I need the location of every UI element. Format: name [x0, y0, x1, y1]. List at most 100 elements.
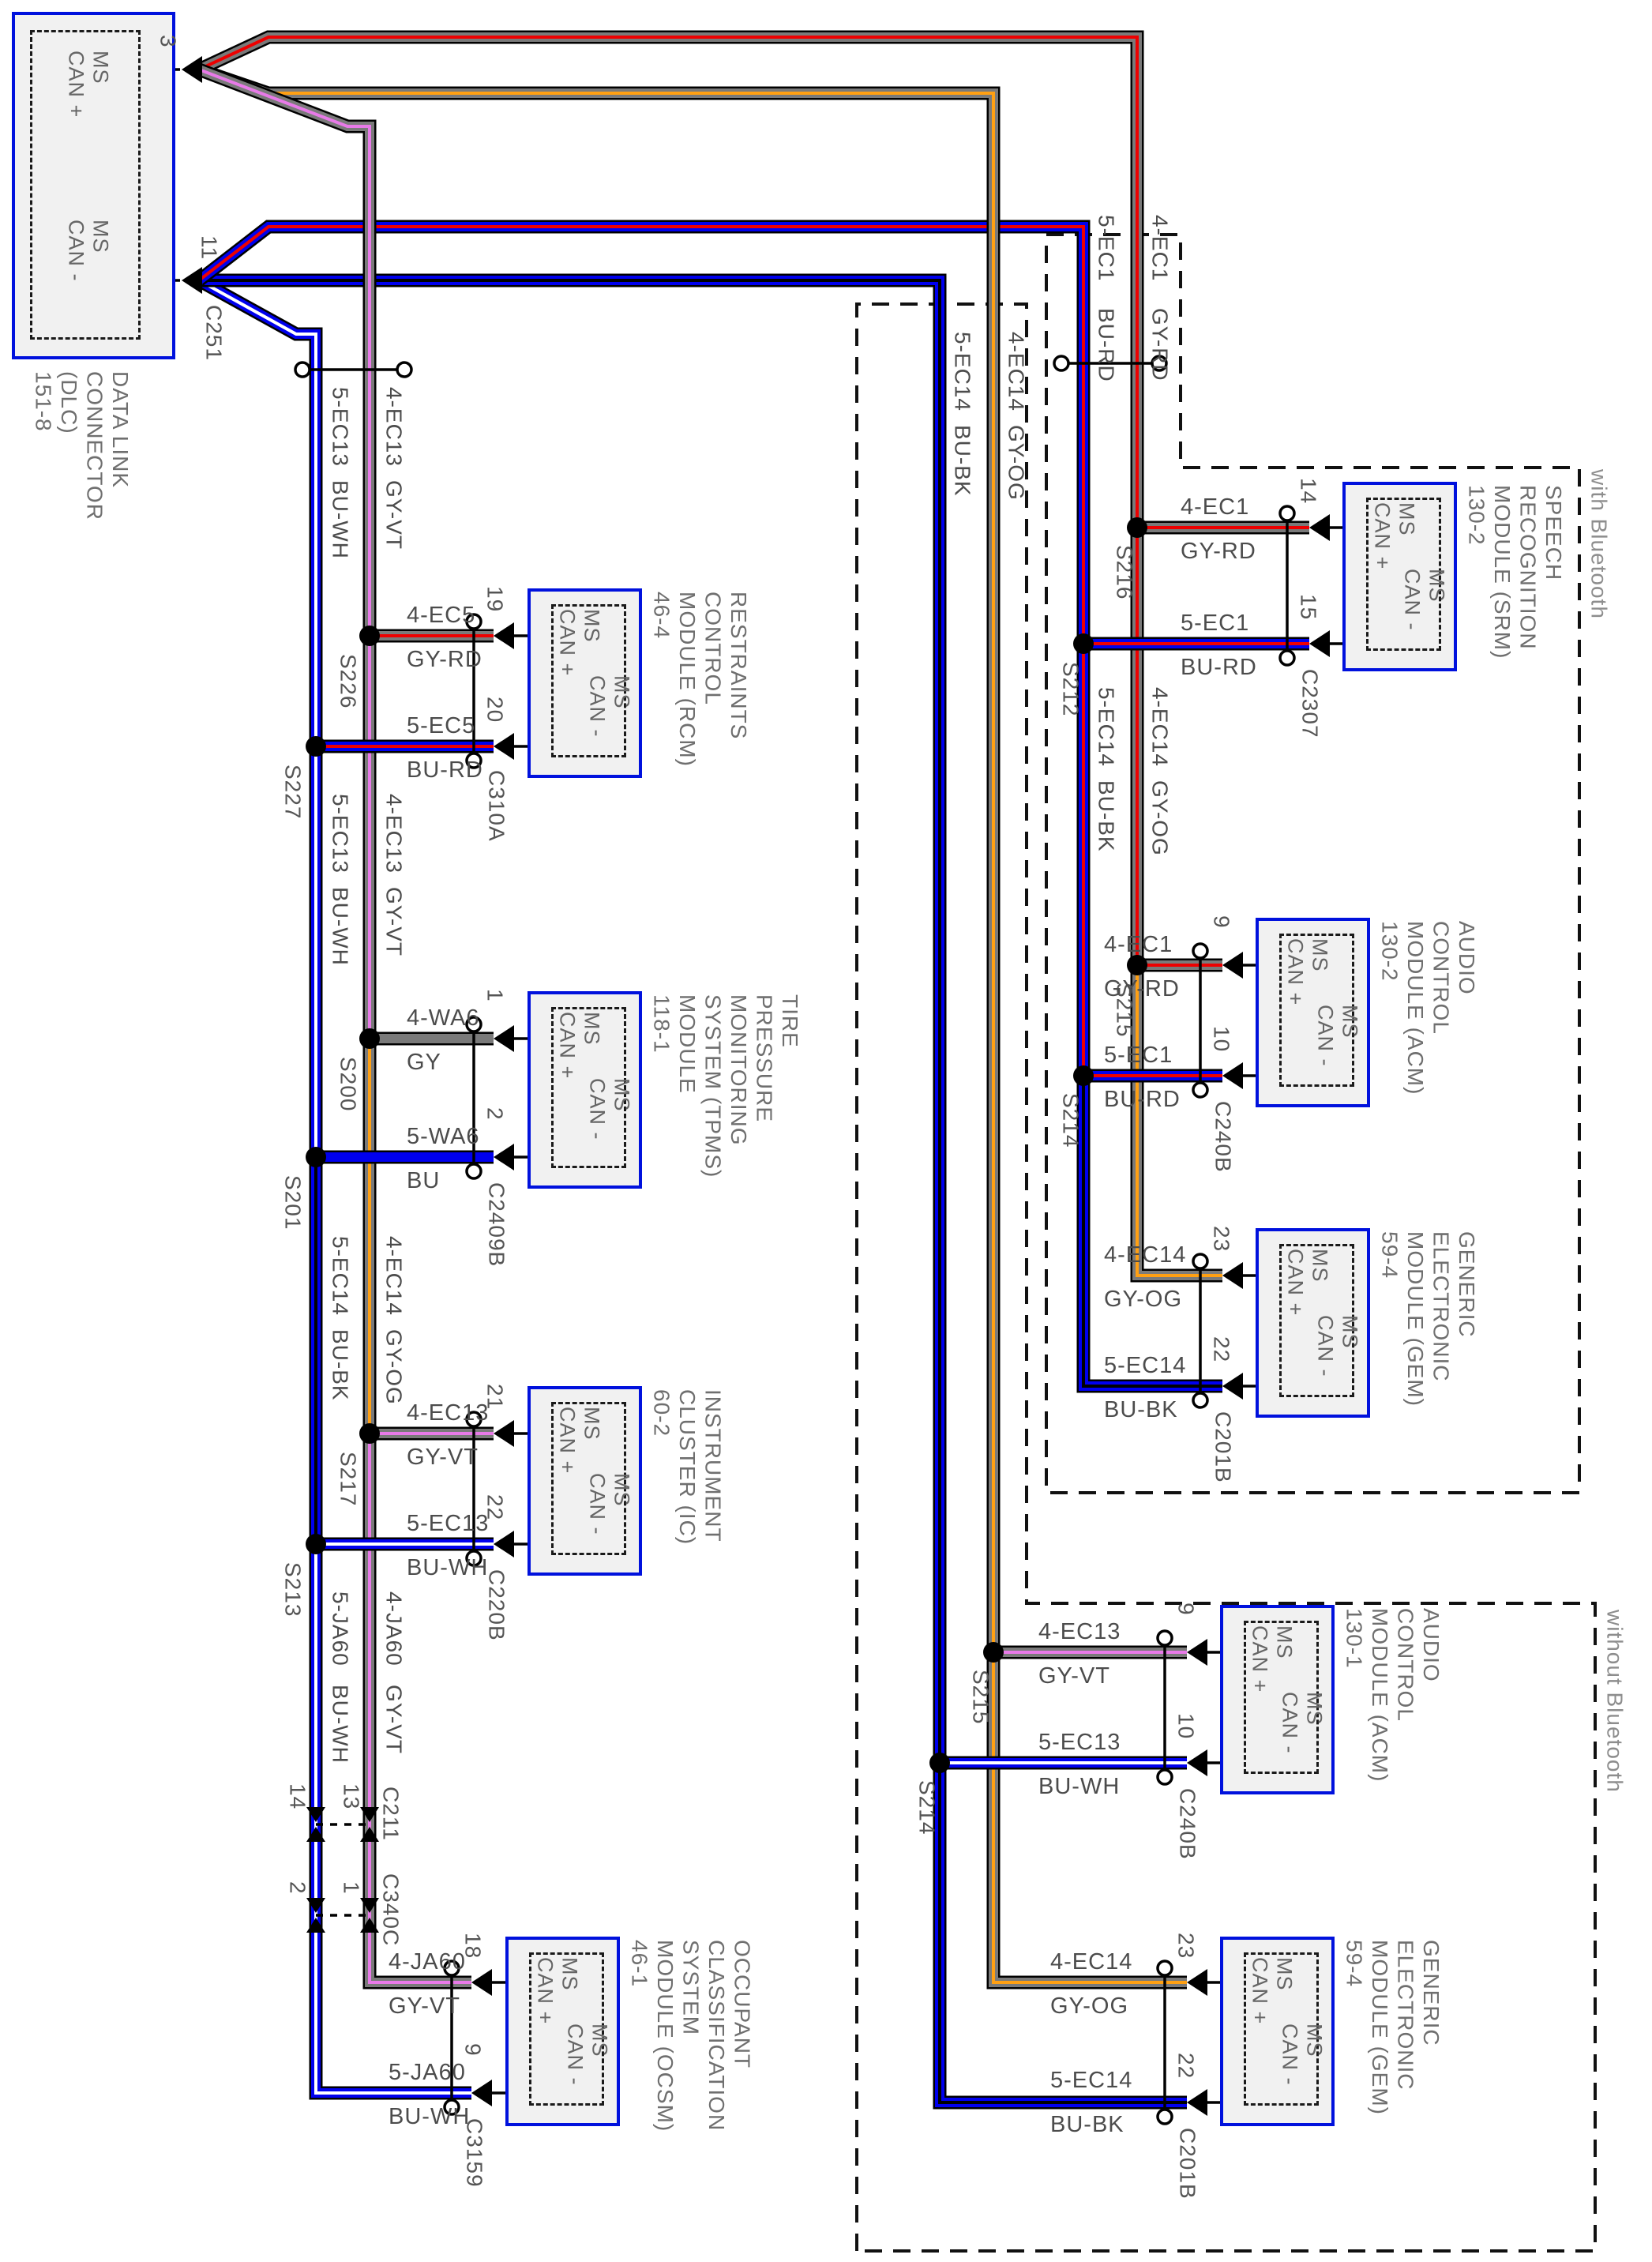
splice-dots [306, 517, 1147, 1773]
seg-label: 5-EC14 [950, 332, 975, 411]
rcm-name: RESTRAINTS CONTROL MODULE (RCM) 46-4 [649, 592, 751, 767]
wire-color: BU-BK [1104, 1397, 1178, 1422]
pin-number: 22 [1173, 2053, 1199, 2080]
splice-s214-bt: S214 [1058, 1093, 1083, 1148]
ic-can-minus: MS CAN - [585, 1473, 634, 1535]
wire-code: 4-EC13 [407, 1400, 490, 1426]
wire-code: 4-WA6 [407, 1005, 480, 1031]
wire-color: GY-VT [389, 1993, 460, 2019]
ocsm-box [505, 1937, 620, 2126]
pin-number: 22 [482, 1494, 508, 1521]
splice-s212: S212 [1058, 662, 1083, 717]
seg-label: GY-OG [1147, 780, 1173, 856]
gem-bt-box [1256, 1228, 1370, 1418]
acm-name: AUDIO CONTROL MODULE (ACM) 130-1 [1342, 1608, 1444, 1783]
wire-code: 4-EC1 [1104, 932, 1173, 957]
c211-pin-13: 13 [339, 1783, 364, 1810]
wire-color: GY-OG [1104, 1287, 1183, 1312]
pin-number: 23 [1209, 1226, 1234, 1253]
wire-code: 5-EC13 [1038, 1730, 1121, 1755]
rcm-can-minus: MS CAN - [585, 675, 634, 738]
seg-label: BU-WH [328, 1685, 353, 1764]
wire-code: 5-EC5 [407, 713, 476, 738]
seg-label: 5-JA60 [328, 1591, 353, 1666]
connector-c340c: C340C [378, 1873, 404, 1947]
wire-color: GY-RD [1181, 539, 1256, 564]
wire-code: 5-EC1 [1181, 611, 1250, 636]
connector-c2307: C2307 [1297, 669, 1323, 738]
ic-can-plus: MS CAN + [555, 1407, 604, 1475]
wire-right-gy-bus [196, 30, 1222, 1283]
splice-s214: S214 [914, 1780, 940, 1836]
wire-code: 4-EC14 [1104, 1242, 1187, 1268]
tpms-box [528, 991, 642, 1189]
seg-label: BU-RD [1094, 308, 1119, 382]
wire-code: 4-EC13 [1038, 1619, 1121, 1644]
rcm-inner [551, 604, 626, 757]
wire-code: 5-EC1 [1104, 1043, 1173, 1068]
wire-mid-bu-bk [199, 273, 1187, 2110]
acm-bt-name: AUDIO CONTROL MODULE (ACM) 130-2 [1377, 921, 1479, 1095]
seg-label: GY-OG [381, 1329, 407, 1405]
wire-code: 4-EC14 [1050, 1949, 1133, 1975]
seg-label: 5-EC14 [1094, 687, 1119, 767]
tpms-can-minus: MS CAN - [585, 1078, 634, 1140]
pin-number: 2 [482, 1107, 508, 1121]
seg-label: BU-BK [328, 1329, 353, 1401]
connector-c2409b: C2409B [484, 1182, 509, 1268]
splice-s215-bt: S215 [1112, 983, 1137, 1038]
seg-label: 4-EC14 [1004, 332, 1029, 411]
c211-c340c-symbols [306, 1807, 379, 1933]
dlc-pin-11: 11 [197, 235, 222, 261]
splice-s200: S200 [336, 1057, 361, 1112]
dlc-pin-3: 3 [156, 35, 181, 48]
wire-color: BU [407, 1168, 441, 1193]
connector-c251: C251 [201, 305, 227, 361]
wire-code: 5-EC14 [1104, 1353, 1187, 1378]
pin-number: 22 [1209, 1336, 1234, 1363]
pin-number: 15 [1296, 594, 1321, 621]
seg-label: GY-VT [381, 480, 407, 550]
seg-label: GY-VT [381, 887, 407, 956]
wire-code: 5-EC14 [1050, 2068, 1133, 2093]
ocsm-inner [529, 1952, 604, 2106]
acm-can-minus: MS CAN - [1278, 1692, 1327, 1754]
tpms-name: TIRE PRESSURE MONITORING SYSTEM (TPMS) M… [649, 994, 802, 1178]
with-bluetooth-note: with Bluetooth [1586, 469, 1612, 619]
connector-c3159: C3159 [462, 2118, 487, 2188]
arrow-heads [182, 56, 1330, 2116]
seg-label: GY-OG [1004, 425, 1029, 501]
pin-number: 9 [460, 2043, 486, 2057]
ocsm-can-minus: MS CAN - [563, 2023, 612, 2086]
tpms-can-plus: MS CAN + [555, 1012, 604, 1080]
gem-inner [1244, 1952, 1319, 2106]
gem-box [1220, 1937, 1335, 2126]
splice-s201: S201 [280, 1175, 306, 1231]
connector-c211: C211 [378, 1787, 404, 1841]
pin-number: 21 [482, 1384, 508, 1411]
pin-number: 9 [1209, 915, 1234, 929]
dlc-ms-can-minus: MS CAN - [64, 220, 113, 282]
wire-left-bu-bus [195, 274, 471, 2100]
wire-color: BU-WH [389, 2104, 471, 2129]
wire-code: 5-JA60 [389, 2060, 466, 2085]
acm-box [1220, 1605, 1335, 1794]
without-bluetooth-dashed-box [855, 302, 1597, 2253]
wire-color: GY-OG [1050, 1993, 1129, 2019]
wire-code: 4-EC5 [407, 603, 476, 628]
gem-bt-can-plus: MS CAN + [1283, 1249, 1332, 1317]
connector-c201b: C201B [1175, 2128, 1200, 2200]
seg-label: 5-EC14 [328, 1236, 353, 1316]
gem-bt-name: GENERIC ELECTRONIC MODULE (GEM) 59-4 [1377, 1231, 1479, 1407]
srm-can-plus: MS CAN + [1370, 502, 1419, 570]
seg-label: 5-EC13 [328, 387, 353, 467]
seg-label: GY-RD [1147, 308, 1173, 381]
srm-inner [1366, 498, 1441, 651]
wire-code: 5-WA6 [407, 1124, 480, 1149]
wire-color: BU-WH [1038, 1774, 1121, 1799]
ocsm-can-plus: MS CAN + [533, 1957, 582, 2025]
pin-number: 10 [1173, 1713, 1199, 1740]
gem-can-plus: MS CAN + [1248, 1957, 1297, 2025]
splice-s216: S216 [1112, 545, 1137, 600]
